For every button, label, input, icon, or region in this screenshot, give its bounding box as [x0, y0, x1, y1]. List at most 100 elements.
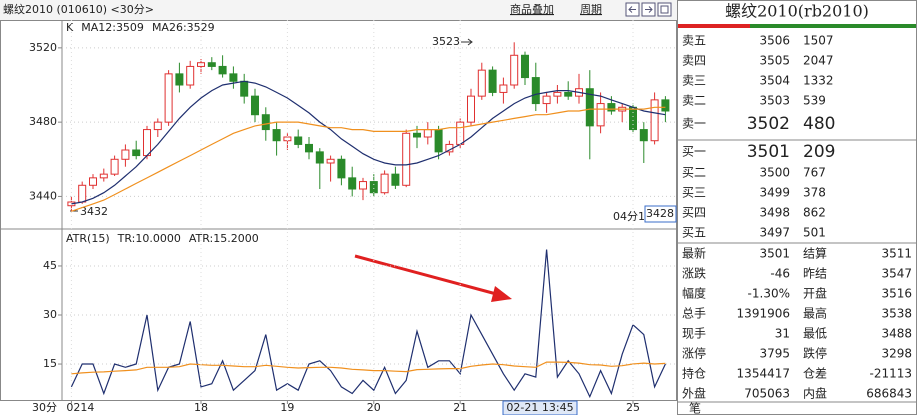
- stat-value: -1.30%: [748, 287, 790, 301]
- x-tick-label: 20: [367, 401, 381, 414]
- candle-body: [359, 181, 367, 190]
- quote-title: 螺纹2010(rb2010): [725, 2, 869, 21]
- candle-body: [488, 69, 497, 93]
- book-volume: 480: [803, 114, 835, 134]
- legend-label: K: [66, 21, 74, 34]
- candle-body: [164, 73, 173, 123]
- x-tick-label: 19: [280, 401, 294, 414]
- overlay-button[interactable]: 商品叠加: [510, 2, 554, 16]
- book-label: 买三: [682, 186, 706, 200]
- candle-body: [337, 158, 346, 179]
- stat-label: 总手: [682, 307, 706, 321]
- series-line: [71, 80, 666, 205]
- book-label: 买四: [682, 206, 706, 220]
- candle-body: [542, 95, 551, 105]
- nav-zoom[interactable]: [657, 2, 672, 17]
- cursor-y-box: [644, 205, 677, 223]
- book-price: 3504: [759, 74, 790, 88]
- book-volume: 539: [803, 94, 826, 108]
- candle-body: [402, 132, 411, 186]
- stat-value: 3511: [881, 247, 912, 261]
- candle-body: [413, 132, 421, 138]
- candle-body: [531, 77, 540, 105]
- stat-label: 幅度: [682, 286, 706, 301]
- candle-body: [153, 121, 162, 131]
- candle-body: [261, 114, 270, 131]
- stat-label: 最高: [803, 306, 827, 321]
- stat-value: 3538: [881, 307, 912, 321]
- stat-label: 外盘: [682, 386, 706, 401]
- candle-body: [380, 173, 389, 194]
- candle-body: [369, 181, 378, 194]
- stat-value: 3516: [881, 287, 912, 301]
- book-volume: 862: [803, 206, 826, 220]
- candle-body: [639, 129, 648, 142]
- book-label: 卖四: [682, 54, 706, 68]
- stat-value: 686843: [866, 387, 912, 401]
- candle-body: [521, 54, 529, 79]
- stat-value: 3501: [759, 247, 790, 261]
- series-line: [71, 361, 666, 375]
- book-price: 3502: [747, 114, 790, 134]
- candle-body: [423, 129, 432, 138]
- cursor-x-label: 02-21 13:45: [506, 401, 573, 414]
- candle-body: [294, 136, 303, 145]
- high-pointer: [461, 38, 473, 46]
- x-tick-label: 21: [453, 401, 467, 414]
- stat-value: 3547: [881, 267, 912, 281]
- candle-body: [207, 62, 216, 67]
- stat-label: 内盘: [803, 386, 827, 401]
- stat-label: 现手: [682, 327, 706, 341]
- book-label: 卖三: [682, 74, 706, 88]
- candle-body: [391, 173, 400, 186]
- candle-body: [218, 65, 227, 75]
- book-price: 3498: [759, 206, 790, 220]
- y-tick-label: 3520: [29, 41, 57, 54]
- book-price: 3497: [759, 226, 790, 240]
- candle-body: [326, 158, 335, 164]
- candle-body: [650, 99, 659, 142]
- y-tick-label: 30: [43, 308, 57, 321]
- legend-label: MA26:3529: [152, 21, 215, 34]
- stat-label: 开盘: [803, 286, 827, 301]
- candle-body: [305, 143, 313, 153]
- stat-value: 705063: [744, 387, 790, 401]
- stat-value: 31: [775, 327, 790, 341]
- legend-label: ATR:15.2000: [189, 232, 259, 245]
- book-label: 卖二: [682, 94, 706, 108]
- candle-body: [78, 184, 87, 203]
- red-arrow-head: [491, 286, 512, 302]
- stat-label: 最低: [803, 327, 827, 341]
- stat-value: 3795: [759, 347, 790, 361]
- candle-body: [251, 95, 259, 116]
- stat-label: 结算: [803, 246, 827, 261]
- book-volume: 767: [803, 166, 826, 180]
- tab[interactable]: 笔: [689, 401, 701, 415]
- stat-value: -46: [770, 267, 790, 281]
- high-label: 3523: [432, 35, 460, 48]
- book-price: 3500: [759, 166, 790, 180]
- stat-value: 3488: [881, 327, 912, 341]
- book-price: 3505: [759, 54, 790, 68]
- candle-body: [110, 158, 119, 175]
- candle-body: [315, 151, 324, 164]
- candle-body: [272, 129, 281, 142]
- candle-body: [596, 103, 605, 127]
- book-volume: 1332: [803, 74, 834, 88]
- low-label: 3432: [80, 205, 108, 218]
- period-button[interactable]: 周期: [580, 3, 602, 16]
- book-price: 3506: [759, 34, 790, 48]
- cursor-y-label: 3428: [646, 207, 674, 220]
- x-tick-label: 0214: [66, 401, 94, 414]
- candle-body: [132, 149, 141, 157]
- y-tick-label: 3440: [29, 189, 57, 202]
- stat-value: 1391906: [737, 307, 790, 321]
- candle-body: [89, 177, 97, 186]
- red-arrow: [354, 254, 501, 297]
- quote-bar-green: [750, 24, 916, 28]
- book-label: 买二: [682, 166, 706, 180]
- y-tick-label: 3480: [29, 115, 57, 128]
- cursor-note: 04分1: [613, 210, 645, 223]
- candle-body: [143, 129, 151, 157]
